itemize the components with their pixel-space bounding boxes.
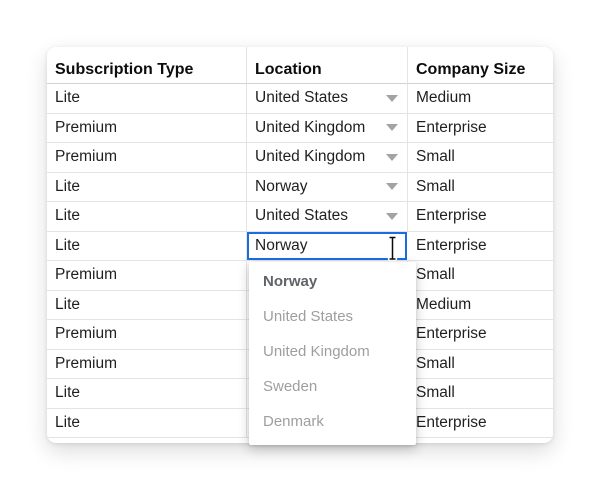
subscription-type-cell[interactable]: Lite <box>47 202 247 232</box>
table-row: Lite Norway Enterprise <box>47 231 553 261</box>
table-row: Lite United States Enterprise <box>47 202 553 232</box>
subscription-type-cell[interactable]: Premium <box>47 143 247 173</box>
table-body: Lite United States Medium Premium United… <box>47 84 553 438</box>
table-header-row: Subscription Type Location Company Size <box>47 47 553 84</box>
company-size-cell[interactable]: Medium <box>408 84 553 114</box>
company-size-cell[interactable]: Enterprise <box>408 202 553 232</box>
subscription-type-cell[interactable]: Premium <box>47 261 247 291</box>
dropdown-option-norway[interactable]: Norway <box>263 273 318 290</box>
caret-down-icon[interactable] <box>386 183 398 191</box>
company-size-cell[interactable]: Medium <box>408 291 553 320</box>
column-header-location[interactable]: Location <box>247 47 408 84</box>
subscription-type-cell[interactable]: Premium <box>47 349 247 379</box>
i-beam-text-cursor <box>387 236 398 261</box>
company-size-cell[interactable]: Small <box>408 379 553 409</box>
caret-down-icon[interactable] <box>386 94 398 102</box>
location-cell[interactable]: Norway <box>247 172 408 202</box>
subscription-type-cell[interactable]: Premium <box>47 113 247 143</box>
company-size-cell[interactable]: Small <box>408 143 553 173</box>
company-size-cell[interactable]: Small <box>408 173 553 202</box>
table-row: Premium United Kingdom Enterprise <box>47 113 553 143</box>
dropdown-option-united-kingdom[interactable]: United Kingdom <box>263 343 370 360</box>
dropdown-option-sweden[interactable]: Sweden <box>263 378 318 395</box>
table-row: Premium United Kingdom Small <box>47 143 553 173</box>
caret-down-icon[interactable] <box>386 212 398 220</box>
subscription-type-cell[interactable]: Lite <box>47 172 247 202</box>
subscription-type-cell[interactable]: Lite <box>47 84 247 114</box>
column-header-company-size[interactable]: Company Size <box>408 47 553 84</box>
location-cell[interactable]: United Kingdom <box>247 113 408 143</box>
location-cell-editing[interactable]: Norway <box>247 231 408 261</box>
column-header-subscription-type[interactable]: Subscription Type <box>47 47 247 84</box>
subscription-type-cell[interactable]: Lite <box>47 379 247 409</box>
dropdown-option-united-states[interactable]: United States <box>263 308 354 325</box>
location-cell[interactable]: United Kingdom <box>247 143 408 173</box>
location-cell[interactable]: United States <box>247 84 408 114</box>
subscription-type-cell[interactable]: Lite <box>47 408 247 438</box>
subscription-type-cell[interactable]: Premium <box>47 320 247 350</box>
subscription-type-cell[interactable]: Lite <box>47 290 247 320</box>
location-dropdown: Norway United States United Kingdom Swed… <box>249 262 416 445</box>
company-size-cell[interactable]: Enterprise <box>408 114 553 143</box>
company-size-cell[interactable]: Enterprise <box>408 409 553 438</box>
dropdown-option-denmark[interactable]: Denmark <box>263 413 324 430</box>
table-row: Lite United States Medium <box>47 84 553 114</box>
table-row: Lite Norway Small <box>47 172 553 202</box>
caret-down-icon[interactable] <box>386 153 398 161</box>
company-size-cell[interactable]: Enterprise <box>408 232 553 261</box>
location-cell[interactable]: United States <box>247 202 408 232</box>
company-size-cell[interactable]: Small <box>408 261 553 291</box>
company-size-cell[interactable]: Enterprise <box>408 320 553 350</box>
subscription-type-cell[interactable]: Lite <box>47 231 247 261</box>
caret-down-icon[interactable] <box>386 124 398 132</box>
company-size-cell[interactable]: Small <box>408 350 553 379</box>
